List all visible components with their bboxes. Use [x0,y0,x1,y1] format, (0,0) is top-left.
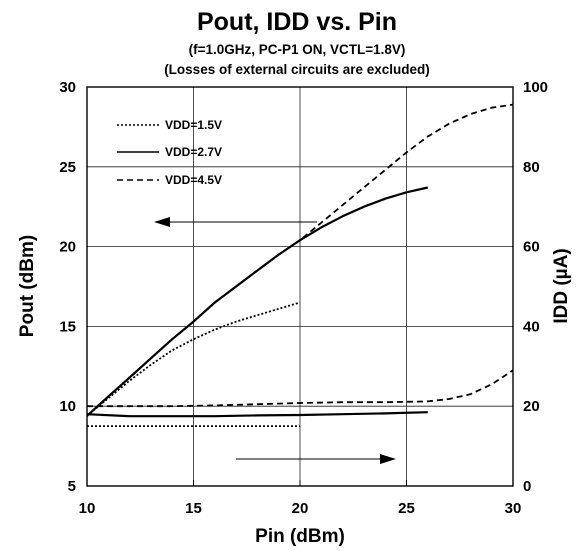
chart-subtitle-2: (Losses of external circuits are exclude… [164,62,430,77]
legend-label-vdd-4-5v: VDD=4.5V [165,173,222,187]
left-tick-label: 20 [59,239,76,256]
series-line-idd-vdd-4-5v [87,369,514,408]
chart-subtitle-1: (f=1.0GHz, PC-P1 ON, VCTL=1.8V) [189,42,406,57]
x-tick-label: 10 [79,500,96,517]
right-tick-label: 80 [523,159,540,176]
right-axis-label: IDD (µA) [551,248,572,323]
x-tick-label: 25 [398,500,415,517]
left-axis-ticks: 5 10 15 20 25 30 [59,79,76,495]
series-line-pout-vdd-4-5v [86,103,514,417]
right-tick-label: 0 [523,478,531,495]
series-group [86,103,514,428]
right-tick-label: 20 [523,398,540,415]
left-axis-label: Pout (dBm) [17,235,38,337]
left-tick-label: 25 [59,159,76,176]
left-tick-label: 10 [59,398,76,415]
left-tick-label: 15 [59,318,76,335]
right-axis-ticks: 0 20 40 60 80 100 [523,79,548,495]
right-tick-label: 100 [523,79,548,96]
legend-label-vdd-1-5v: VDD=1.5V [165,118,222,132]
x-tick-label: 15 [185,500,202,517]
x-axis-ticks: 10 15 20 25 30 [79,480,522,517]
legend: VDD=1.5V VDD=2.7V VDD=4.5V [117,118,222,187]
right-axis-arrow [236,454,396,464]
left-tick-label: 5 [68,478,76,495]
x-axis-label: Pin (dBm) [255,526,345,547]
legend-label-vdd-2-7v: VDD=2.7V [165,145,222,159]
right-axis-arrow-head [380,454,396,464]
x-tick-label: 30 [505,500,522,517]
right-tick-label: 60 [523,239,540,256]
left-axis-arrow [154,217,317,227]
left-axis-arrow-head [154,217,170,227]
x-tick-label: 20 [292,500,309,517]
chart-title: Pout, IDD vs. Pin [197,8,397,36]
series-line-idd-vdd-2-7v [86,411,428,418]
left-tick-label: 30 [59,79,76,96]
right-tick-label: 40 [523,318,540,335]
